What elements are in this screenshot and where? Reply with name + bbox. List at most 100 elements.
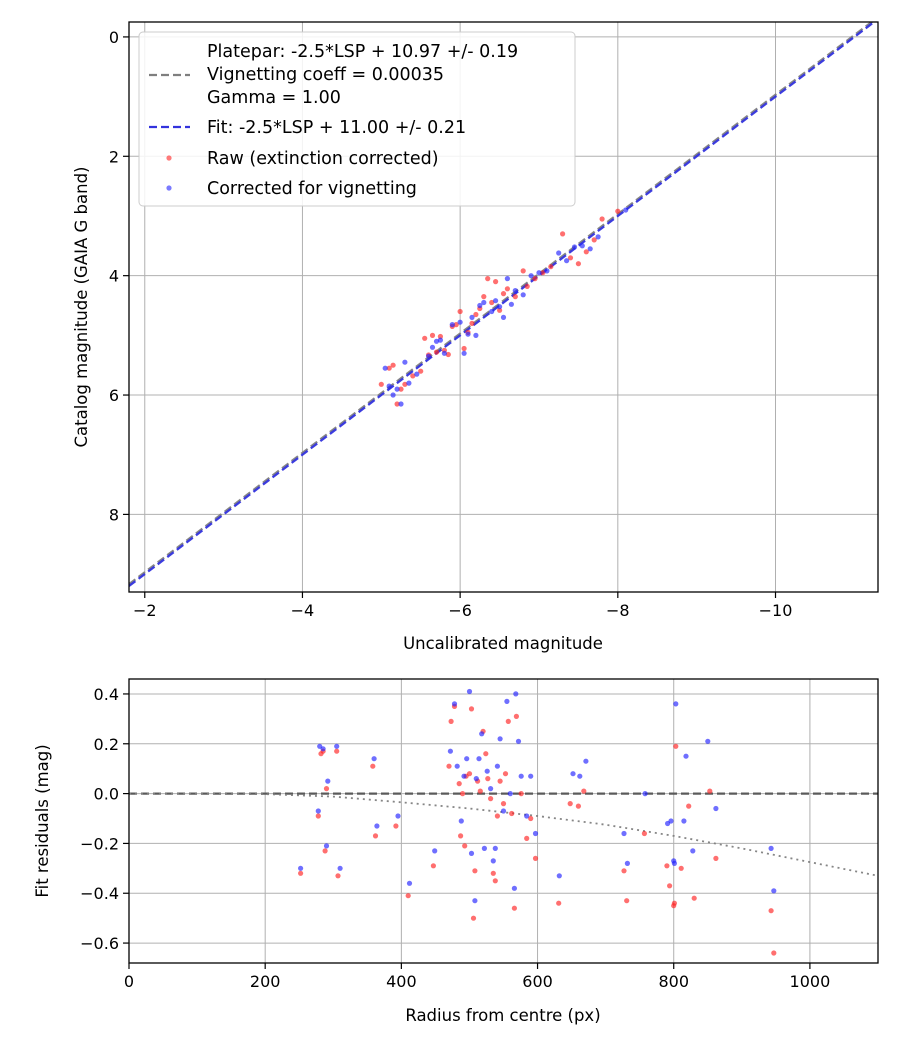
bottom-raw-point [488,796,494,802]
bottom-raw-point [511,905,517,911]
bottom-raw-point [575,803,582,809]
bottom-corrected-point [690,848,696,854]
top-corrected-point [469,314,475,320]
top-x-tick-label: −10 [759,601,793,620]
bottom-raw-point [497,778,503,784]
bottom-grid [128,679,878,963]
bottom-raw-point [624,898,630,904]
bottom-raw-point [456,781,462,787]
top-corrected-point [473,332,479,338]
bottom-corrected-point [556,873,562,879]
bottom-corrected-point [673,701,679,707]
bottom-corrected-point [461,773,467,779]
bottom-raw-point [707,788,713,794]
bottom-raw-point [713,855,719,862]
top-raw-point [504,286,510,292]
top-y-axis-label: Catalog magnitude (GAIA G band) [72,167,91,448]
top-raw-point [410,373,416,379]
top-corrected-point [493,298,499,304]
top-raw-point [583,249,589,255]
top-x-axis-label: Uncalibrated magnitude [403,634,603,653]
bottom-corrected-point [468,850,475,857]
top-raw-point [390,362,396,368]
bottom-x-tick-label: 0 [124,972,134,991]
top-raw-point [524,283,530,289]
bottom-raw-point [513,713,520,720]
top-plot-frame [128,21,879,593]
bottom-raw-point [567,801,573,807]
bottom-corrected-point [668,818,674,824]
top-raw-point [485,276,491,282]
bottom-raw-point [691,895,697,901]
legend-platepar: Platepar: -2.5*LSP + 10.97 +/- 0.19 [207,42,518,62]
bottom-raw-point [581,788,587,794]
top-raw-point [512,294,518,300]
top-corrected-point [520,292,526,298]
bottom-raw-point [505,718,511,725]
bottom-corrected-point [671,860,678,867]
bottom-corrected-point [511,885,517,891]
bottom-raw-point [641,830,648,837]
legend-corrected-marker [166,185,172,191]
top-raw-point [560,231,566,237]
bottom-corrected-point [451,701,458,707]
top-y-tick-label: 6 [109,386,119,405]
bottom-corrected-point [768,845,774,852]
top-corrected-point [433,338,440,344]
top-raw-point [481,294,487,300]
top-corrected-point [437,337,443,343]
bottom-corrected-point [492,845,498,852]
bottom-raw-point [502,771,509,777]
top-scatter-points [378,207,629,407]
legend-gamma: Gamma = 1.00 [207,88,341,108]
bottom-raw-point [477,788,483,794]
top-raw-point [378,381,384,387]
top-corrected-point [449,322,455,328]
bottom-y-axis-label: Fit residuals (mag) [33,744,52,897]
bottom-corrected-point [500,808,507,814]
bottom-corrected-point [374,823,380,829]
top-raw-point [567,255,574,261]
legend-raw-marker [166,155,172,161]
bottom-raw-point [335,873,341,879]
top-raw-point [497,307,503,313]
bottom-corrected-point [494,763,500,769]
top-corrected-point [623,207,629,213]
bottom-reference-lines [129,792,878,877]
bottom-x-tick-label: 400 [386,972,417,991]
bottom-raw-point [524,835,530,842]
top-fit-lines [129,22,876,587]
bottom-corrected-point [320,746,326,752]
top-x-tick-label: −8 [606,601,630,620]
legend-box [138,31,576,207]
bottom-corrected-point [683,753,689,759]
top-corrected-point [465,331,471,337]
bottom-corrected-point [454,763,460,769]
top-corrected-point [481,299,487,306]
bottom-corrected-point [518,773,524,779]
bottom-corrected-point [642,791,648,797]
top-raw-point [548,264,554,270]
top-corrected-point [512,288,518,294]
top-legend: Platepar: -2.5*LSP + 10.97 +/- 0.19 Vign… [138,31,576,207]
top-raw-point [418,368,424,374]
bottom-raw-point [448,718,454,725]
bottom-corrected-point [513,691,519,697]
bottom-vignetting-model-line [129,792,878,877]
top-corrected-point [406,380,412,386]
top-raw-point [489,299,495,306]
top-x-tick-label: −6 [448,601,472,620]
bottom-corrected-point [484,768,490,774]
bottom-corrected-point [476,756,482,762]
bottom-corrected-point [479,731,485,737]
bottom-corrected-point [466,688,473,695]
bottom-corrected-point [515,738,522,744]
bottom-raw-point [334,748,340,754]
bottom-y-tick-label: 0.2 [94,735,119,754]
bottom-x-tick-label: 1000 [790,972,831,991]
top-corrected-point [426,353,432,359]
bottom-raw-point [518,791,524,797]
top-corrected-point [500,314,507,320]
bottom-x-axis-label: Radius from centre (px) [405,1006,600,1025]
bottom-raw-point [458,833,464,839]
